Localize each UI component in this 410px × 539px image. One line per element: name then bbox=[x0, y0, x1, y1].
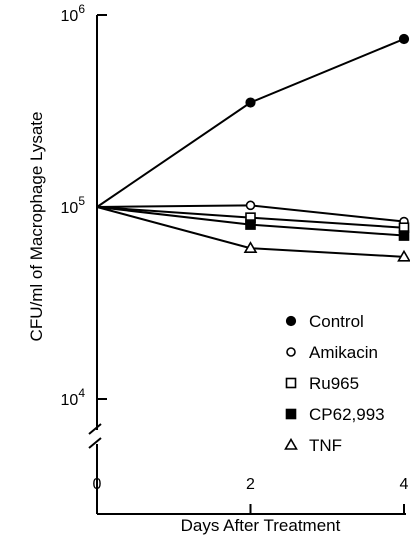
legend-label: Amikacin bbox=[309, 343, 378, 362]
legend-marker-amikacin bbox=[286, 347, 296, 357]
legend: Control Amikacin Ru965 CP62,993 TNF bbox=[284, 312, 385, 455]
legend-item-ru965: Ru965 bbox=[285, 374, 359, 393]
series-tnf bbox=[96, 206, 410, 262]
x-axis-title: Days After Treatment bbox=[181, 516, 341, 535]
legend-item-amikacin: Amikacin bbox=[286, 343, 378, 362]
y-tick-label: 106 bbox=[61, 2, 86, 25]
y-tick-label: 104 bbox=[61, 386, 86, 409]
x-tick-label: 4 bbox=[400, 476, 409, 493]
series-layer bbox=[96, 33, 410, 262]
data-point-tnf bbox=[397, 249, 410, 262]
series-control bbox=[96, 33, 410, 208]
data-point-cp62-993 bbox=[245, 219, 256, 230]
y-tick-label: 105 bbox=[61, 194, 86, 217]
legend-label: TNF bbox=[309, 436, 342, 455]
data-point-control bbox=[245, 97, 256, 108]
series-line-control bbox=[96, 38, 405, 208]
x-tick-label: 2 bbox=[246, 476, 255, 493]
data-point-control bbox=[398, 33, 410, 45]
axis-break-stroke bbox=[88, 423, 102, 435]
legend-marker-cp62-993 bbox=[285, 408, 297, 420]
x-axis-ticks: 0 2 4 bbox=[93, 476, 409, 514]
axis-break-marker bbox=[88, 423, 102, 449]
data-point-amikacin bbox=[245, 200, 256, 211]
legend-marker-tnf bbox=[284, 437, 298, 450]
legend-label: Control bbox=[309, 312, 364, 331]
data-point-tnf bbox=[243, 241, 258, 254]
legend-marker-control bbox=[285, 315, 297, 327]
y-axis-ticks: 106 105 104 bbox=[61, 2, 107, 409]
y-axis-title: CFU/ml of Macrophage Lysate bbox=[27, 112, 46, 342]
data-point-cp62-993 bbox=[398, 230, 410, 241]
legend-item-tnf: TNF bbox=[284, 436, 342, 455]
legend-item-control: Control bbox=[285, 312, 364, 331]
legend-item-cp62-993: CP62,993 bbox=[285, 405, 385, 424]
legend-label: CP62,993 bbox=[309, 405, 385, 424]
legend-marker-ru965 bbox=[285, 377, 297, 389]
axis-break-stroke bbox=[88, 437, 102, 449]
legend-label: Ru965 bbox=[309, 374, 359, 393]
x-tick-label: 0 bbox=[93, 476, 102, 493]
series-cp62-993 bbox=[96, 206, 410, 241]
